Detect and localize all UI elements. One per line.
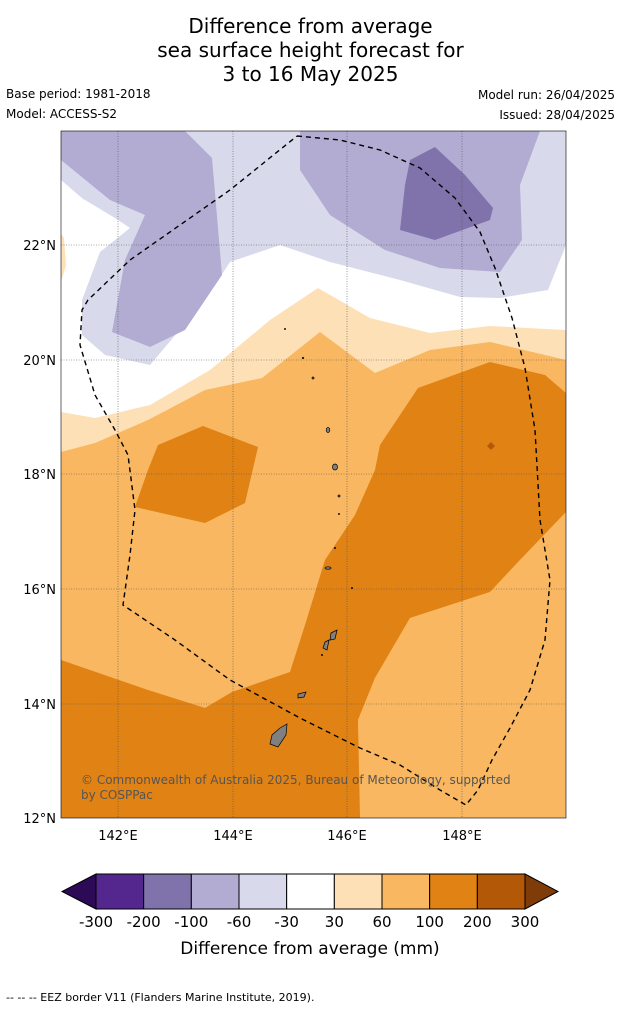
eez-footnote: -- -- -- EEZ border V11 (Flanders Marine…: [6, 991, 315, 1004]
lat-label: 20°N: [23, 354, 56, 369]
title-line-3: 3 to 16 May 2025: [222, 62, 399, 86]
colorbar-tick-label: -100: [174, 913, 208, 931]
band-100-200-east: [61, 362, 566, 818]
island-anatahan: [324, 566, 332, 570]
island-rota: [297, 691, 307, 699]
island-asuncion: [311, 376, 315, 380]
island-guguan: [333, 546, 337, 550]
colorbar-tick-label: 200: [463, 913, 492, 931]
lat-label: 12°N: [23, 812, 56, 827]
issued-date: Issued: 28/04/2025: [499, 108, 615, 122]
model-name: Model: ACCESS-S2: [6, 107, 118, 121]
colorbar-tick-label: -300: [79, 913, 113, 931]
base-period: Base period: 1981-2018: [6, 87, 151, 101]
lat-label: 16°N: [23, 583, 56, 598]
map-area: [61, 131, 566, 818]
band-60-100-southeast: [358, 512, 566, 818]
colorbar-box: [238, 873, 288, 910]
lat-label: 22°N: [23, 239, 56, 254]
colorbar-box: [286, 873, 335, 910]
title-line-2: sea surface height forecast for: [157, 38, 464, 62]
map-title: Difference from average sea surface heig…: [0, 14, 621, 86]
lon-label: 142°E: [98, 829, 138, 844]
map-frame: [60, 130, 567, 819]
graticule: [61, 131, 566, 818]
island-tinian: [322, 639, 330, 651]
colorbar-tick-label: -200: [127, 913, 161, 931]
island-small: [338, 513, 340, 515]
colorbar-box: [476, 873, 526, 910]
island-pagan: [332, 463, 338, 471]
small-anomaly-patch: [487, 442, 495, 450]
model-run: Model run: 26/04/2025: [477, 88, 615, 102]
island-alamagan: [325, 427, 331, 433]
colorbar-tick-label: 300: [511, 913, 540, 931]
colorbar-box: [190, 873, 240, 910]
latitude-labels: 22°N 20°N 18°N 16°N 14°N 12°N: [23, 239, 56, 827]
island-aguijan: [320, 653, 324, 657]
colorbar-extend-high: [524, 873, 560, 910]
longitude-labels: 142°E 144°E 146°E 148°E: [98, 829, 482, 844]
colorbar-box: [333, 873, 383, 910]
colorbar-box: [95, 873, 145, 910]
lat-label: 18°N: [23, 468, 56, 483]
colorbar-box: [429, 873, 478, 910]
lat-label: 14°N: [23, 698, 56, 713]
colorbar-box: [381, 873, 431, 910]
title-line-1: Difference from average: [188, 14, 433, 38]
colorbar-tick-label: -60: [227, 913, 252, 931]
lon-label: 144°E: [213, 829, 253, 844]
copyright-line-1: © Commonwealth of Australia 2025, Bureau…: [81, 773, 511, 787]
colorbar-label: Difference from average (mm): [180, 939, 439, 959]
lon-label: 148°E: [442, 829, 482, 844]
colorbar-tick-label: -30: [274, 913, 299, 931]
band-100-200-west: [135, 426, 258, 523]
band-minus-60-100-west: [61, 131, 222, 347]
colorbar-extend-low: [60, 873, 97, 910]
island-saipan: [329, 629, 338, 641]
band-minus-100-200: [400, 147, 493, 240]
island-guam: [269, 723, 288, 748]
islands: [269, 328, 354, 748]
lon-label: 146°E: [327, 829, 367, 844]
island-sarigan: [350, 586, 354, 590]
colorbar: -300 -200 -100 -60 -30 30 60 100 200 300: [60, 873, 560, 931]
colorbar-tick-label: 30: [325, 913, 344, 931]
edge-anomaly-patch: [61, 234, 66, 282]
copyright-line-2: by COSPPac: [81, 788, 153, 802]
island-maug: [301, 356, 305, 360]
band-neutral-nw: [61, 180, 120, 340]
island-agrihan: [337, 494, 341, 498]
eez-border: [79, 135, 551, 806]
colorbar-tick-label: 60: [372, 913, 391, 931]
colorbar-box: [143, 873, 192, 910]
island-uracas: [284, 328, 286, 330]
colorbar-tick-label: 100: [415, 913, 444, 931]
